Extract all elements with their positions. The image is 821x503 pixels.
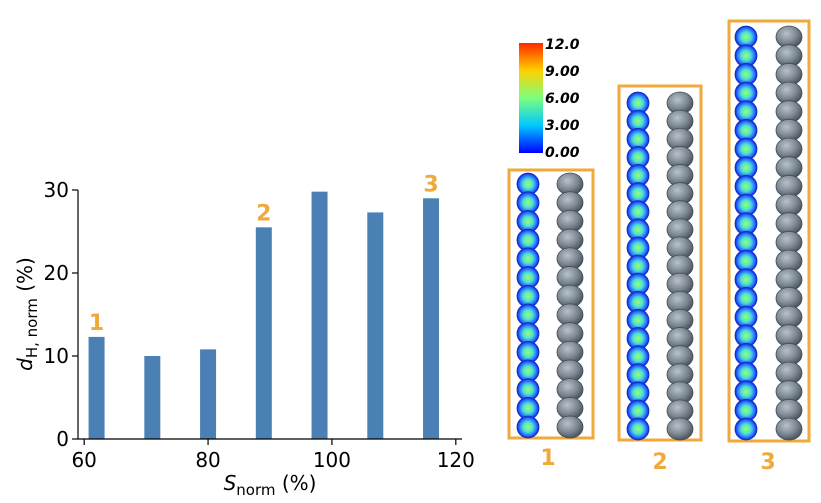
- colorbar-tick: 12.0: [545, 37, 580, 53]
- gray-sphere: [775, 417, 803, 441]
- y-tick-label: 20: [44, 261, 69, 285]
- panel-label-2: 2: [652, 450, 667, 475]
- bar: [144, 356, 161, 439]
- bar-annotation: 2: [256, 201, 271, 226]
- gray-sphere: [556, 415, 584, 439]
- panel-frame-1: [507, 168, 595, 440]
- panel-label-1: 1: [540, 446, 555, 471]
- x-tick-label: 80: [195, 448, 220, 472]
- y-tick-label: 10: [44, 344, 69, 368]
- y-tick-label: 30: [44, 178, 69, 202]
- bar: [311, 191, 328, 439]
- y-ticks: 0 10 20 30: [44, 178, 78, 451]
- colorbar-tick: 9.00: [545, 64, 580, 80]
- sphere-chains: [516, 25, 803, 441]
- bar: [255, 227, 272, 439]
- panel-frame-3: [727, 19, 811, 443]
- colorbar: 12.0 9.00 6.00 3.00 0.00: [519, 37, 580, 161]
- bar-chart: 1 2 3 0 10 20 30 60 80 100 120 Snorm (%) dH, nor…: [13, 172, 475, 499]
- colored-sphere: [626, 417, 650, 441]
- x-tick-label: 120: [437, 448, 475, 472]
- x-axis-label: Snorm (%): [224, 471, 317, 499]
- y-axis-label: dH, norm (%): [13, 257, 41, 371]
- bar-annotation: 3: [423, 172, 438, 197]
- colorbar-tick: 6.00: [545, 91, 580, 107]
- bar: [88, 336, 105, 439]
- colored-sphere: [734, 417, 758, 441]
- x-ticks: 60 80 100 120: [71, 439, 475, 472]
- colorbar-tick: 3.00: [545, 118, 580, 134]
- bar: [367, 212, 384, 439]
- gray-sphere: [666, 417, 694, 441]
- colored-sphere: [516, 415, 540, 439]
- chain-panels: 1 2 3: [507, 19, 811, 475]
- y-tick-label: 0: [56, 427, 69, 451]
- panel-frame-2: [617, 84, 703, 442]
- bar-annotation: 1: [89, 311, 104, 336]
- panel-label-3: 3: [760, 450, 775, 475]
- colorbar-tick: 0.00: [545, 145, 580, 161]
- x-tick-label: 100: [313, 448, 351, 472]
- x-tick-label: 60: [71, 448, 96, 472]
- colorbar-gradient: [519, 43, 543, 153]
- bar-annotations: 1 2 3: [89, 172, 439, 336]
- bar: [200, 349, 217, 439]
- bar: [423, 198, 440, 439]
- bar-series: [88, 191, 440, 439]
